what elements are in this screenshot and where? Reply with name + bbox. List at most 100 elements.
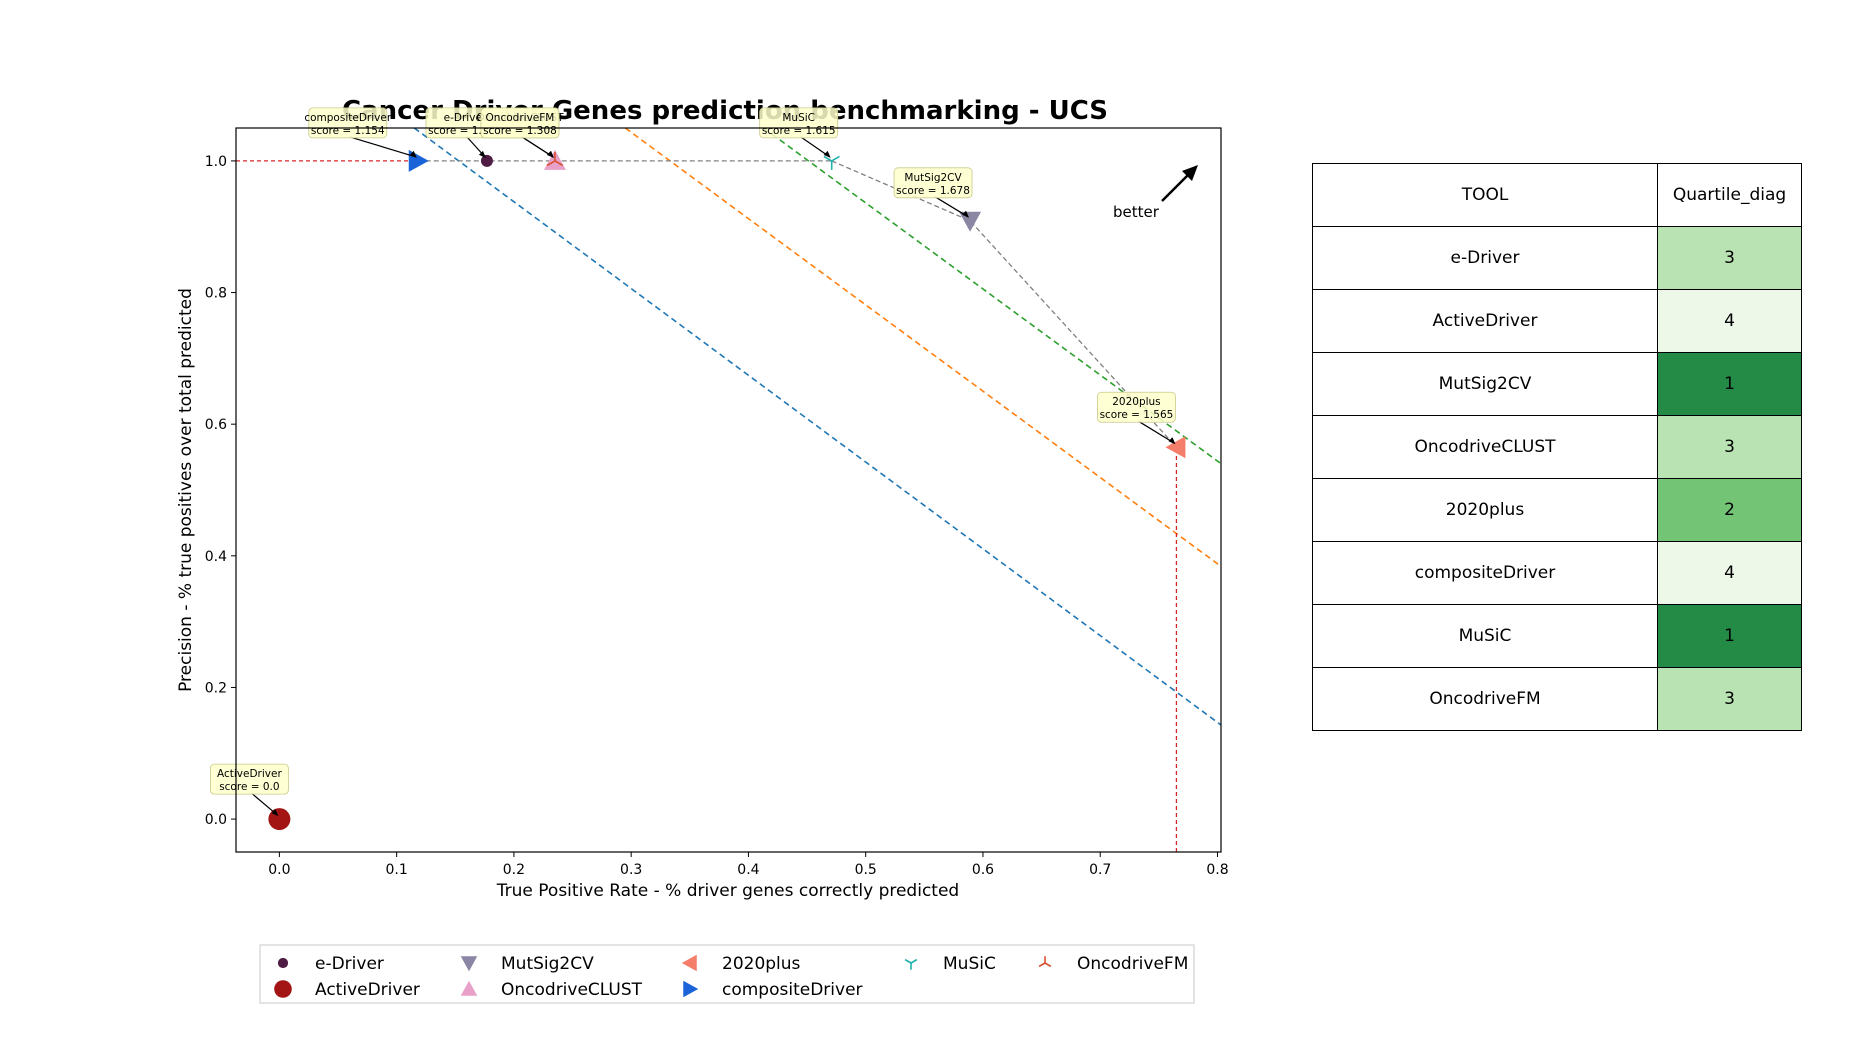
- annotation-score: score = 1.615: [762, 125, 836, 137]
- legend-item-oncodrivefm: OncodriveFM: [1038, 954, 1188, 974]
- table-row: 2020plus 2: [1312, 478, 1802, 542]
- point-activedriver: [268, 808, 291, 831]
- annotation-name: 2020plus: [1112, 396, 1160, 408]
- table-cell-quartile: 1: [1657, 604, 1802, 668]
- plot-area-frame: [235, 127, 1222, 853]
- legend-box: [259, 944, 1195, 1004]
- table-cell-tool: ActiveDriver: [1312, 289, 1658, 353]
- legend-marker-oncodriveclust: [460, 980, 478, 996]
- legend-item-oncodriveclust: OncodriveCLUST: [460, 980, 643, 1000]
- pareto-frontier-line: [831, 160, 1177, 448]
- legend-label: 2020plus: [722, 954, 801, 974]
- quartile-line-1: [413, 128, 1221, 726]
- annotation-name: compositeDriver: [304, 112, 391, 124]
- y-axis-label: Precision - % true positives over total …: [176, 288, 196, 692]
- point-oncodrivefm: [546, 151, 564, 167]
- legend-item-2020plus: 2020plus: [681, 954, 801, 974]
- legend-item-mutsig2cv: MutSig2CV: [460, 954, 594, 974]
- table-cell-tool: compositeDriver: [1312, 541, 1658, 605]
- x-tick-label: 0.3: [620, 862, 642, 878]
- header-quartile: Quartile_diag: [1657, 163, 1802, 227]
- point-mutsig2cv: [959, 211, 982, 232]
- table-cell-tool: e-Driver: [1312, 226, 1658, 290]
- table-cell-quartile: 3: [1657, 226, 1802, 290]
- header-tool: TOOL: [1312, 163, 1658, 227]
- table-cell-tool: OncodriveFM: [1312, 667, 1658, 731]
- y-tick-label: 0.2: [205, 680, 227, 696]
- legend-label: MuSiC: [943, 954, 996, 974]
- y-tick-label: 0.8: [205, 286, 227, 302]
- table-cell-tool: MutSig2CV: [1312, 352, 1658, 416]
- x-axis-label: True Positive Rate - % driver genes corr…: [496, 881, 959, 901]
- legend-marker-mutsig2cv: [460, 956, 478, 972]
- table-cell-tool: OncodriveCLUST: [1312, 415, 1658, 479]
- legend-marker-2020plus: [681, 954, 697, 972]
- annotation-score: score = 1.154: [311, 125, 385, 137]
- table-cell-quartile: 4: [1657, 541, 1802, 605]
- table-row: compositeDriver 4: [1312, 541, 1802, 605]
- legend: e-Driver ActiveDriver MutSig2CV OncodriveCL…: [259, 944, 1195, 1004]
- table-header-row: TOOL Quartile_diag: [1312, 163, 1802, 227]
- legend-label: MutSig2CV: [501, 954, 594, 974]
- x-tick-label: 0.7: [1089, 862, 1111, 878]
- y-tick-label: 0.6: [205, 417, 227, 433]
- annotation-score: score = 1.565: [1100, 409, 1174, 421]
- table-cell-tool: MuSiC: [1312, 604, 1658, 668]
- x-tick-label: 0.5: [855, 862, 877, 878]
- legend-label: compositeDriver: [722, 980, 863, 1000]
- quartile-table: TOOL Quartile_diag e-Driver 3 ActiveDriver…: [1312, 163, 1802, 731]
- quartile-line-2: [624, 128, 1221, 567]
- legend-item-activedriver: ActiveDriver: [274, 980, 420, 1000]
- legend-item-e-driver: e-Driver: [277, 954, 384, 974]
- legend-label: OncodriveFM: [1077, 954, 1188, 974]
- legend-marker-music: [904, 958, 918, 970]
- table-cell-tool: 2020plus: [1312, 478, 1658, 542]
- x-tick-label: 0.8: [1206, 862, 1228, 878]
- x-tick-label: 0.4: [737, 862, 759, 878]
- x-tick-label: 0.2: [503, 862, 525, 878]
- table-row: ActiveDriver 4: [1312, 289, 1802, 353]
- annotation-name: MuSiC: [782, 112, 815, 124]
- y-tick-label: 0.0: [205, 812, 227, 828]
- point-e-driver: [480, 154, 493, 167]
- annotation-score: score = 0.0: [219, 781, 279, 793]
- legend-label: OncodriveCLUST: [501, 980, 643, 1000]
- legend-item-compositedriver: compositeDriver: [683, 980, 863, 1000]
- legend-marker-compositedriver: [683, 980, 699, 998]
- table-cell-quartile: 4: [1657, 289, 1802, 353]
- better-arrow-icon: [1182, 165, 1198, 181]
- better-indicator: better: [1113, 165, 1198, 221]
- legend-marker-e-driver: [277, 957, 289, 969]
- table-cell-quartile: 3: [1657, 667, 1802, 731]
- annotation-name: MutSig2CV: [904, 172, 962, 184]
- table-cell-quartile: 3: [1657, 415, 1802, 479]
- annotation-name: OncodriveFM: [486, 112, 555, 124]
- annotation-name: e-Driver: [444, 112, 487, 124]
- x-tick-label: 0.1: [386, 862, 408, 878]
- better-label: better: [1113, 203, 1160, 221]
- point-music: [823, 155, 840, 170]
- table-row: OncodriveFM 3: [1312, 667, 1802, 731]
- y-tick-label: 1.0: [205, 154, 227, 170]
- annotation-score: score = 1.308: [483, 125, 557, 137]
- table-row: e-Driver 3: [1312, 226, 1802, 290]
- table-row: MutSig2CV 1: [1312, 352, 1802, 416]
- y-tick-label: 0.4: [205, 549, 227, 565]
- legend-item-music: MuSiC: [904, 954, 996, 974]
- table-cell-quartile: 2: [1657, 478, 1802, 542]
- legend-label: e-Driver: [315, 954, 384, 974]
- legend-marker-activedriver: [274, 980, 292, 998]
- table-row: OncodriveCLUST 3: [1312, 415, 1802, 479]
- annotation-score: score = 1.678: [896, 185, 970, 197]
- x-tick-label: 0.6: [972, 862, 994, 878]
- legend-marker-oncodrivefm: [1038, 956, 1052, 968]
- table-row: MuSiC 1: [1312, 604, 1802, 668]
- legend-label: ActiveDriver: [315, 980, 420, 1000]
- x-tick-label: 0.0: [268, 862, 290, 878]
